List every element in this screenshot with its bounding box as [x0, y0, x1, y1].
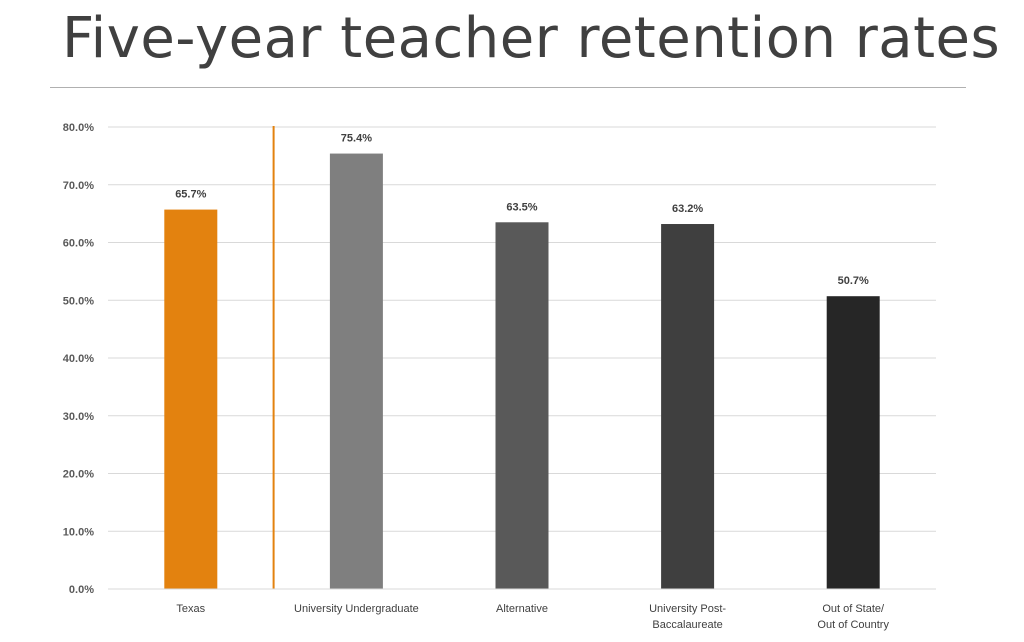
data-label: 63.2% — [672, 203, 703, 215]
bar — [495, 222, 549, 589]
gridlines — [108, 126, 936, 532]
y-tick-label: 50.0% — [63, 295, 94, 307]
data-label: 63.5% — [506, 201, 537, 213]
category-label: Texas — [176, 603, 205, 615]
bar — [164, 209, 218, 589]
bar — [826, 296, 880, 589]
y-tick-label: 60.0% — [63, 238, 94, 250]
data-label: 50.7% — [838, 275, 869, 287]
y-tick-label: 20.0% — [63, 469, 94, 481]
data-labels: 65.7% 75.4% 63.5% 63.2% 50.7% — [175, 133, 869, 288]
bar — [329, 153, 383, 589]
bar — [661, 224, 715, 589]
data-label: 75.4% — [341, 133, 372, 145]
y-tick-label: 10.0% — [63, 526, 94, 538]
category-label: Out of State/ — [822, 603, 885, 615]
y-tick-label: 0.0% — [69, 584, 94, 596]
y-axis-tick-labels: 0.0% 10.0% 20.0% 30.0% 40.0% 50.0% 60.0% 70.0% 8… — [63, 122, 94, 596]
category-labels: Texas University Undergraduate Alternative… — [176, 603, 889, 631]
category-label: Baccalaureate — [652, 619, 722, 631]
y-tick-label: 30.0% — [63, 411, 94, 423]
data-label: 65.7% — [175, 189, 206, 201]
category-label: University Post- — [649, 603, 726, 615]
y-tick-label: 70.0% — [63, 180, 94, 192]
bars — [164, 153, 880, 589]
title-divider — [50, 87, 966, 88]
slide-title: Five-year teacher retention rates — [62, 6, 1001, 71]
category-label: Out of Country — [817, 619, 889, 631]
category-label: University Undergraduate — [294, 603, 419, 615]
y-tick-label: 40.0% — [63, 353, 94, 365]
category-label: Alternative — [496, 603, 548, 615]
y-tick-label: 80.0% — [63, 122, 94, 134]
